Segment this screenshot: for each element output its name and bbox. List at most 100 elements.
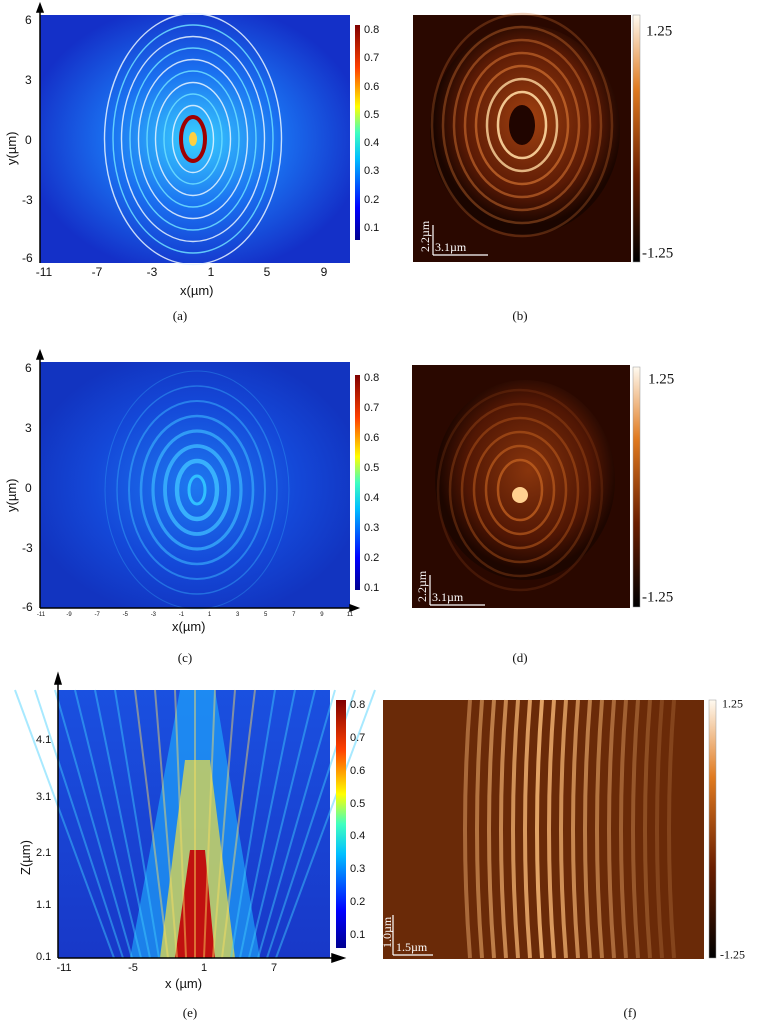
y-tick: -3 [22,541,33,555]
colorbar-min: -1.25 [720,947,745,962]
x-tick: -1 [178,612,185,618]
colorbar-tick: 0.2 [364,193,380,206]
streak [230,689,276,959]
colorbar-tick: 0.2 [350,896,366,909]
ring [151,429,243,551]
scale-x-label: 3.1µm [432,590,464,604]
caption-e: (e) [182,1005,198,1020]
y-tick: 3 [25,73,32,87]
fringe-stripe [595,699,604,959]
ring [120,35,266,243]
streak [14,689,115,959]
caption-d: (d) [512,650,528,665]
x-tick: 1 [207,265,215,279]
x-tick: -11 [36,612,46,618]
fringe-stripe [547,699,556,959]
panel-f-image [383,699,704,959]
colorbar-tick: 0.6 [364,80,380,93]
colorbar-tick: 0.6 [364,432,380,444]
y-tick: 3 [25,421,32,435]
fringe-stripe [631,699,640,959]
x-tick: 9 [320,265,328,279]
ring [116,385,278,595]
fringe-stripe [619,699,628,959]
panel-d-image [412,365,630,608]
ring [163,444,231,536]
ring [174,458,220,522]
colorbar-tick: 0.5 [350,797,366,810]
scale-y-label: 2.2µm [415,570,429,602]
streak [221,689,256,959]
y-tick: -3 [22,193,33,207]
scale-x-label: 3.1µm [435,240,467,254]
x-tick: 11 [346,612,354,618]
streak [134,689,169,959]
ring [460,416,580,564]
y-tick: 4.1 [36,734,52,746]
colorbar-tick: 0.7 [364,402,380,414]
x-tick: 1 [200,962,208,974]
streak [203,689,216,959]
streak [275,689,376,959]
ring [154,81,232,197]
y-tick: 6 [25,13,32,27]
y-axis-label: y(µm) [4,131,19,165]
x-tick: 5 [264,612,268,618]
colorbar-tick: 0.4 [364,137,380,150]
streak [34,689,124,959]
x-axis-label: x(µm) [172,619,206,634]
streak [54,689,133,959]
panel-c-colorbar [355,375,360,590]
colorbar-tick: 0.3 [364,165,380,178]
streak [154,689,178,959]
x-tick: -9 [66,612,72,618]
fringe-stripe [499,699,508,959]
scale-y-label: 2.2µm [418,220,432,252]
colorbar-min: -1.25 [642,245,674,262]
y-tick: 3.1 [36,791,52,803]
y-tick: 0 [25,133,32,147]
y-tick: 6 [25,361,32,375]
caption-f: (f) [623,1005,637,1020]
colorbar-tick: 0.6 [350,764,366,777]
x-tick: 5 [263,265,271,279]
colorbar-tick: 0.8 [364,372,380,384]
colorbar-tick: 0.1 [364,582,380,594]
scale-bars [392,225,488,956]
ring [128,400,266,580]
panel-b-image [413,12,631,262]
colorbar-tick: 0.4 [350,830,366,843]
panel-b-colorbar [632,14,641,263]
y-tick: -6 [22,600,33,614]
colorbar-tick: 0.5 [364,462,380,474]
y-axis-label: Z(µm) [18,840,33,875]
caption-a: (a) [172,308,188,323]
fringe-stripe [655,699,664,959]
caption-b: (b) [512,308,528,323]
fringe-stripe [475,699,484,959]
colorbar-tick: 0.3 [350,863,366,876]
colorbar-tick: 0.1 [364,222,380,234]
x-tick: 9 [320,612,324,618]
fringe-stripe [487,699,496,959]
fringe-stripe [643,699,652,959]
colorbar-tick: 0.7 [364,52,380,65]
ring [496,90,548,160]
fringe-stripe [511,699,520,959]
ring [452,38,592,212]
scale-x-label: 1.5µm [396,940,428,954]
ring [112,24,274,254]
x-axis-label: x (µm) [165,976,203,991]
ring [436,388,604,592]
panel-e-heatmap [14,689,376,959]
colorbar-max: 1.25 [646,23,673,40]
ring [472,430,568,550]
fringe-stripe [463,699,472,959]
x-tick: -3 [146,265,158,279]
fringe-stripe [571,699,580,959]
ring [430,12,614,238]
y-tick: 2.1 [36,847,52,859]
scale-y-label: 1.0µm [380,916,394,948]
streak [174,689,187,959]
